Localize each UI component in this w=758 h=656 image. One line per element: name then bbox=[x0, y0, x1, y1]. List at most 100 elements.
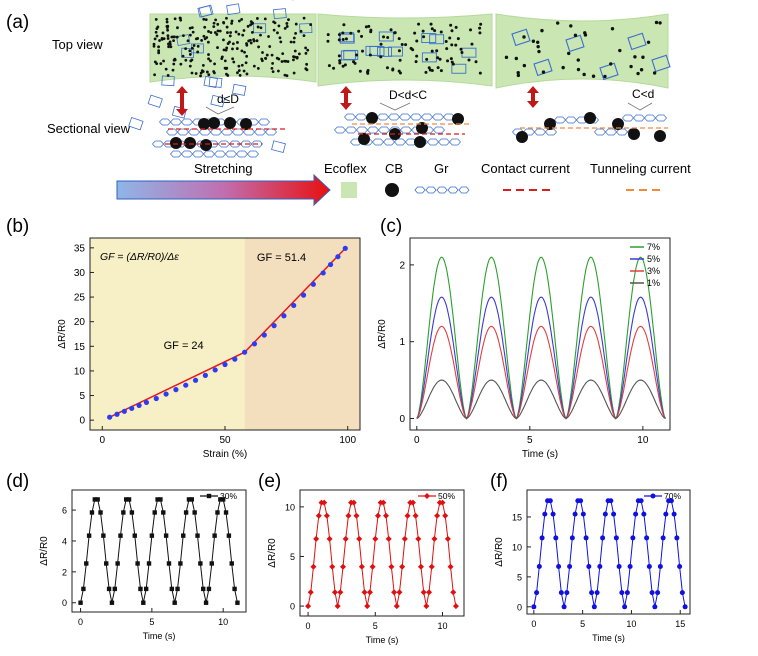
cb-particle bbox=[438, 57, 442, 61]
cb-particle bbox=[176, 26, 179, 30]
cb-particle bbox=[206, 40, 210, 44]
cb-particle bbox=[628, 128, 640, 140]
data-point bbox=[668, 498, 674, 504]
cb-particle bbox=[214, 18, 218, 22]
graphene-sheet bbox=[198, 4, 214, 18]
cb-particle bbox=[449, 23, 453, 27]
x-axis-label: Strain (%) bbox=[203, 449, 247, 460]
cb-particle bbox=[293, 49, 297, 53]
graphene-hex bbox=[345, 126, 357, 134]
data-point bbox=[86, 533, 92, 538]
cb-particle bbox=[332, 66, 336, 70]
cb-particle bbox=[230, 19, 234, 23]
cb-particle bbox=[267, 35, 270, 38]
cb-particle bbox=[386, 36, 390, 40]
data-point bbox=[431, 535, 438, 542]
y-tick-label: 2 bbox=[62, 567, 67, 577]
cb-particle bbox=[430, 49, 434, 53]
graphene-hex bbox=[251, 140, 263, 148]
data-point bbox=[212, 533, 217, 538]
cb-particle bbox=[294, 22, 298, 26]
cb-particle bbox=[179, 62, 183, 66]
y-tick-label: 35 bbox=[74, 243, 86, 254]
x-tick-label: 0 bbox=[531, 619, 536, 629]
graphene-sheet bbox=[210, 94, 226, 108]
data-point bbox=[334, 603, 341, 610]
cb-particle bbox=[584, 112, 596, 124]
graphene-hex bbox=[378, 126, 390, 134]
data-point bbox=[434, 512, 441, 519]
cb-particle bbox=[165, 24, 169, 28]
legend-ecoflex-swatch bbox=[341, 182, 357, 198]
panel-c-label: (c) bbox=[380, 216, 402, 237]
data-point bbox=[404, 512, 411, 519]
cb-particle bbox=[237, 32, 241, 36]
graphene-hex bbox=[170, 150, 182, 158]
cb-particle bbox=[414, 136, 426, 148]
data-point bbox=[329, 563, 336, 570]
cb-particle bbox=[226, 74, 230, 77]
cb-particle bbox=[202, 34, 206, 38]
cb-particle bbox=[609, 62, 613, 66]
y-tick-label: 5 bbox=[79, 391, 85, 402]
cb-particle bbox=[270, 53, 274, 57]
data-point bbox=[215, 510, 220, 515]
cb-particle bbox=[256, 25, 260, 29]
graphene-hex bbox=[236, 150, 248, 158]
data-point bbox=[101, 533, 106, 538]
data-point bbox=[291, 302, 297, 309]
data-point bbox=[646, 564, 652, 570]
y-axis-label: ΔR/R0 bbox=[267, 538, 278, 568]
cb-particle bbox=[259, 26, 263, 30]
data-point bbox=[153, 395, 159, 402]
y-tick-label: 15 bbox=[512, 512, 522, 522]
cb-particle bbox=[249, 23, 252, 27]
cb-particle bbox=[573, 33, 578, 38]
cb-particle bbox=[470, 42, 474, 46]
y-tick-label: 20 bbox=[74, 317, 86, 328]
cb-particle bbox=[216, 46, 219, 49]
cb-particle bbox=[576, 58, 580, 62]
cb-particle bbox=[249, 38, 252, 42]
data-point bbox=[613, 535, 619, 541]
cb-particle bbox=[430, 27, 434, 31]
cb-particle bbox=[413, 31, 417, 35]
data-point bbox=[553, 535, 559, 541]
graphene-hex bbox=[432, 113, 444, 121]
cb-particle bbox=[561, 65, 565, 70]
data-point bbox=[401, 535, 408, 542]
data-point bbox=[426, 589, 433, 596]
cb-particle bbox=[349, 31, 353, 35]
graphene-hex bbox=[458, 186, 470, 194]
data-point bbox=[452, 603, 459, 610]
cb-particle bbox=[576, 67, 581, 72]
cb-particle bbox=[237, 69, 241, 72]
cb-particle bbox=[167, 42, 170, 46]
cb-particle bbox=[222, 21, 226, 25]
graphene-hex bbox=[400, 126, 412, 134]
stretching-label: Stretching bbox=[194, 161, 253, 176]
cb-particle bbox=[355, 53, 359, 57]
cb-particle bbox=[446, 59, 450, 63]
y-axis-label: ΔR/R0 bbox=[39, 536, 50, 566]
cb-particle bbox=[289, 40, 293, 44]
cb-particle bbox=[478, 71, 482, 75]
data-point bbox=[602, 511, 608, 517]
data-point bbox=[580, 511, 586, 517]
view-arrow-3 bbox=[527, 86, 539, 108]
low-strain-region bbox=[90, 238, 245, 430]
data-point bbox=[594, 590, 600, 596]
view-arrow-1 bbox=[176, 86, 188, 116]
cb-particle bbox=[292, 58, 295, 62]
data-point bbox=[340, 563, 347, 570]
cb-particle bbox=[467, 58, 471, 62]
graphene-sheet bbox=[599, 62, 619, 81]
cb-particle bbox=[170, 35, 174, 39]
graphene-hex bbox=[633, 114, 645, 122]
data-point bbox=[531, 604, 537, 610]
data-point bbox=[326, 535, 333, 542]
data-point bbox=[232, 586, 237, 592]
cb-particle bbox=[194, 72, 198, 75]
cb-particle bbox=[389, 28, 393, 32]
cb-particle bbox=[222, 38, 225, 42]
